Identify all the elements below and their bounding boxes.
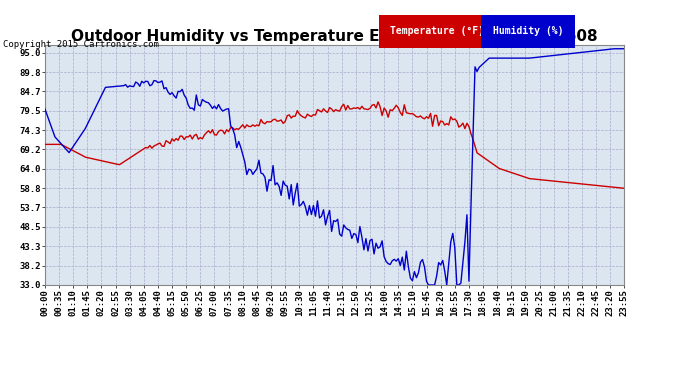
Title: Outdoor Humidity vs Temperature Every 5 Minutes 20150608: Outdoor Humidity vs Temperature Every 5 … bbox=[71, 29, 598, 44]
Text: Humidity (%): Humidity (%) bbox=[493, 26, 563, 36]
Text: Temperature (°F): Temperature (°F) bbox=[391, 26, 484, 36]
Text: Copyright 2015 Cartronics.com: Copyright 2015 Cartronics.com bbox=[3, 40, 159, 49]
